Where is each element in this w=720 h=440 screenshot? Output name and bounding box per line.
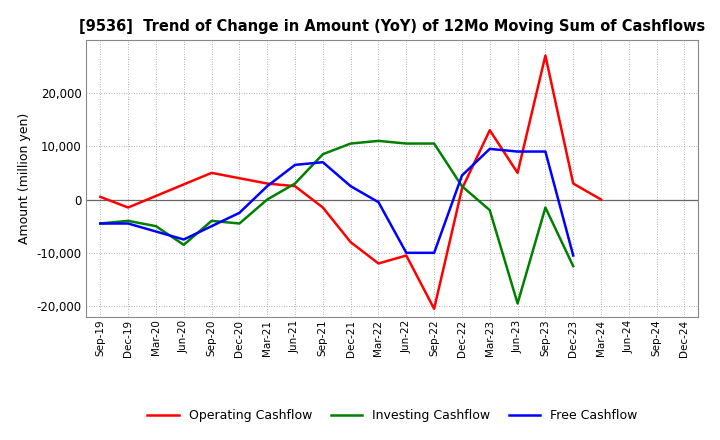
Operating Cashflow <box>207 170 216 176</box>
Operating Cashflow <box>430 306 438 312</box>
Free Cashflow <box>541 149 550 154</box>
Investing Cashflow <box>374 138 383 143</box>
Operating Cashflow <box>458 186 467 191</box>
Legend: Operating Cashflow, Investing Cashflow, Free Cashflow: Operating Cashflow, Investing Cashflow, … <box>143 404 642 427</box>
Investing Cashflow <box>346 141 355 146</box>
Free Cashflow <box>485 146 494 151</box>
Free Cashflow <box>513 149 522 154</box>
Y-axis label: Amount (million yen): Amount (million yen) <box>18 113 31 244</box>
Free Cashflow <box>430 250 438 256</box>
Investing Cashflow <box>569 264 577 269</box>
Investing Cashflow <box>402 141 410 146</box>
Investing Cashflow <box>152 224 161 229</box>
Free Cashflow <box>374 200 383 205</box>
Operating Cashflow <box>374 261 383 266</box>
Free Cashflow <box>207 224 216 229</box>
Operating Cashflow <box>541 53 550 58</box>
Investing Cashflow <box>291 181 300 186</box>
Free Cashflow <box>402 250 410 256</box>
Line: Operating Cashflow: Operating Cashflow <box>100 55 601 309</box>
Investing Cashflow <box>124 218 132 224</box>
Investing Cashflow <box>207 218 216 224</box>
Free Cashflow <box>458 173 467 178</box>
Operating Cashflow <box>597 197 606 202</box>
Free Cashflow <box>179 237 188 242</box>
Line: Free Cashflow: Free Cashflow <box>100 149 573 256</box>
Operating Cashflow <box>318 205 327 210</box>
Investing Cashflow <box>96 221 104 226</box>
Operating Cashflow <box>402 253 410 258</box>
Operating Cashflow <box>263 181 271 186</box>
Operating Cashflow <box>569 181 577 186</box>
Operating Cashflow <box>124 205 132 210</box>
Operating Cashflow <box>235 176 243 181</box>
Operating Cashflow <box>291 183 300 189</box>
Investing Cashflow <box>318 151 327 157</box>
Investing Cashflow <box>513 301 522 306</box>
Free Cashflow <box>318 160 327 165</box>
Free Cashflow <box>235 210 243 216</box>
Free Cashflow <box>291 162 300 168</box>
Investing Cashflow <box>541 205 550 210</box>
Operating Cashflow <box>96 194 104 199</box>
Free Cashflow <box>346 183 355 189</box>
Investing Cashflow <box>179 242 188 247</box>
Investing Cashflow <box>235 221 243 226</box>
Operating Cashflow <box>346 239 355 245</box>
Investing Cashflow <box>430 141 438 146</box>
Investing Cashflow <box>458 183 467 189</box>
Investing Cashflow <box>485 208 494 213</box>
Line: Investing Cashflow: Investing Cashflow <box>100 141 573 304</box>
Operating Cashflow <box>485 128 494 133</box>
Free Cashflow <box>96 221 104 226</box>
Operating Cashflow <box>513 170 522 176</box>
Free Cashflow <box>263 183 271 189</box>
Free Cashflow <box>569 253 577 258</box>
Investing Cashflow <box>263 197 271 202</box>
Title: [9536]  Trend of Change in Amount (YoY) of 12Mo Moving Sum of Cashflows: [9536] Trend of Change in Amount (YoY) o… <box>79 19 706 34</box>
Free Cashflow <box>152 229 161 234</box>
Free Cashflow <box>124 221 132 226</box>
